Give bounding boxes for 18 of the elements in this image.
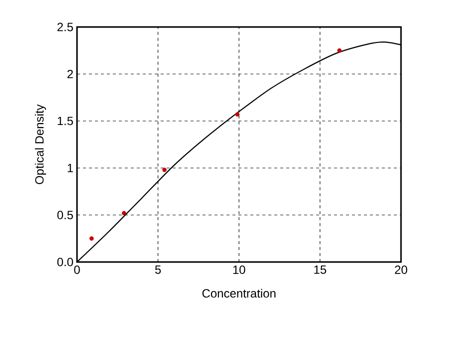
point xyxy=(89,236,94,241)
x-tick-label: 15 xyxy=(314,266,326,274)
x-axis-title: Concentration xyxy=(202,288,276,298)
x-tick-label: 20 xyxy=(394,266,408,274)
x-tick-label: 0 xyxy=(74,266,80,274)
y-tick-label: 0.5 xyxy=(57,210,73,220)
x-tick-label: 10 xyxy=(233,266,246,274)
y-tick-label: 2.5 xyxy=(57,22,73,32)
point xyxy=(122,210,126,216)
y-tick-label: 1.5 xyxy=(58,116,73,126)
point xyxy=(162,168,167,172)
y-tick-label: 2 xyxy=(67,70,73,78)
point xyxy=(337,48,342,53)
y-axis-title: Optical Density xyxy=(34,104,46,184)
y-tick-label: 1 xyxy=(68,164,73,172)
point xyxy=(235,112,240,117)
x-tick-label: 5 xyxy=(155,266,161,274)
y-tick-label: 0.0 xyxy=(57,258,74,266)
